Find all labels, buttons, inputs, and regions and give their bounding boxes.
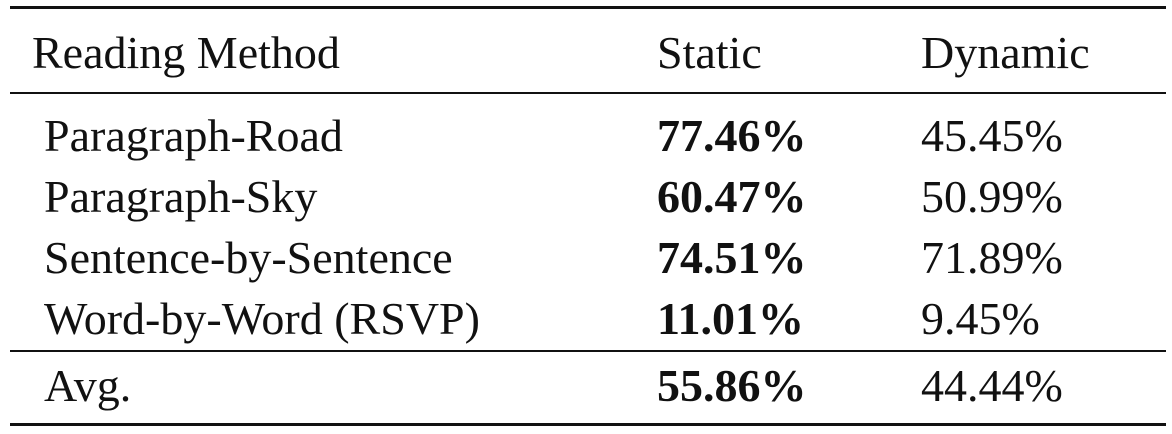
average-rule <box>10 350 1166 352</box>
header-rule <box>10 92 1166 94</box>
row-method: Word-by-Word (RSVP) <box>44 293 480 344</box>
row-dynamic-value: 71.89% <box>921 232 1063 283</box>
avg-label: Avg. <box>44 360 132 411</box>
row-static-value: 74.51% <box>657 232 807 283</box>
header-dynamic: Dynamic <box>921 27 1090 78</box>
top-rule <box>10 6 1166 9</box>
row-dynamic-value: 45.45% <box>921 110 1063 161</box>
row-static-value: 11.01% <box>657 293 804 344</box>
avg-static-value: 55.86% <box>657 360 807 411</box>
row-dynamic-value: 9.45% <box>921 293 1040 344</box>
avg-dynamic-value: 44.44% <box>921 360 1063 411</box>
bottom-rule <box>10 423 1166 426</box>
row-method: Paragraph-Road <box>44 110 343 161</box>
row-static-value: 77.46% <box>657 110 807 161</box>
row-static-value: 60.47% <box>657 171 807 222</box>
row-method: Paragraph-Sky <box>44 171 318 222</box>
row-method: Sentence-by-Sentence <box>44 232 453 283</box>
header-static: Static <box>657 27 762 78</box>
row-dynamic-value: 50.99% <box>921 171 1063 222</box>
header-reading-method: Reading Method <box>32 27 340 78</box>
